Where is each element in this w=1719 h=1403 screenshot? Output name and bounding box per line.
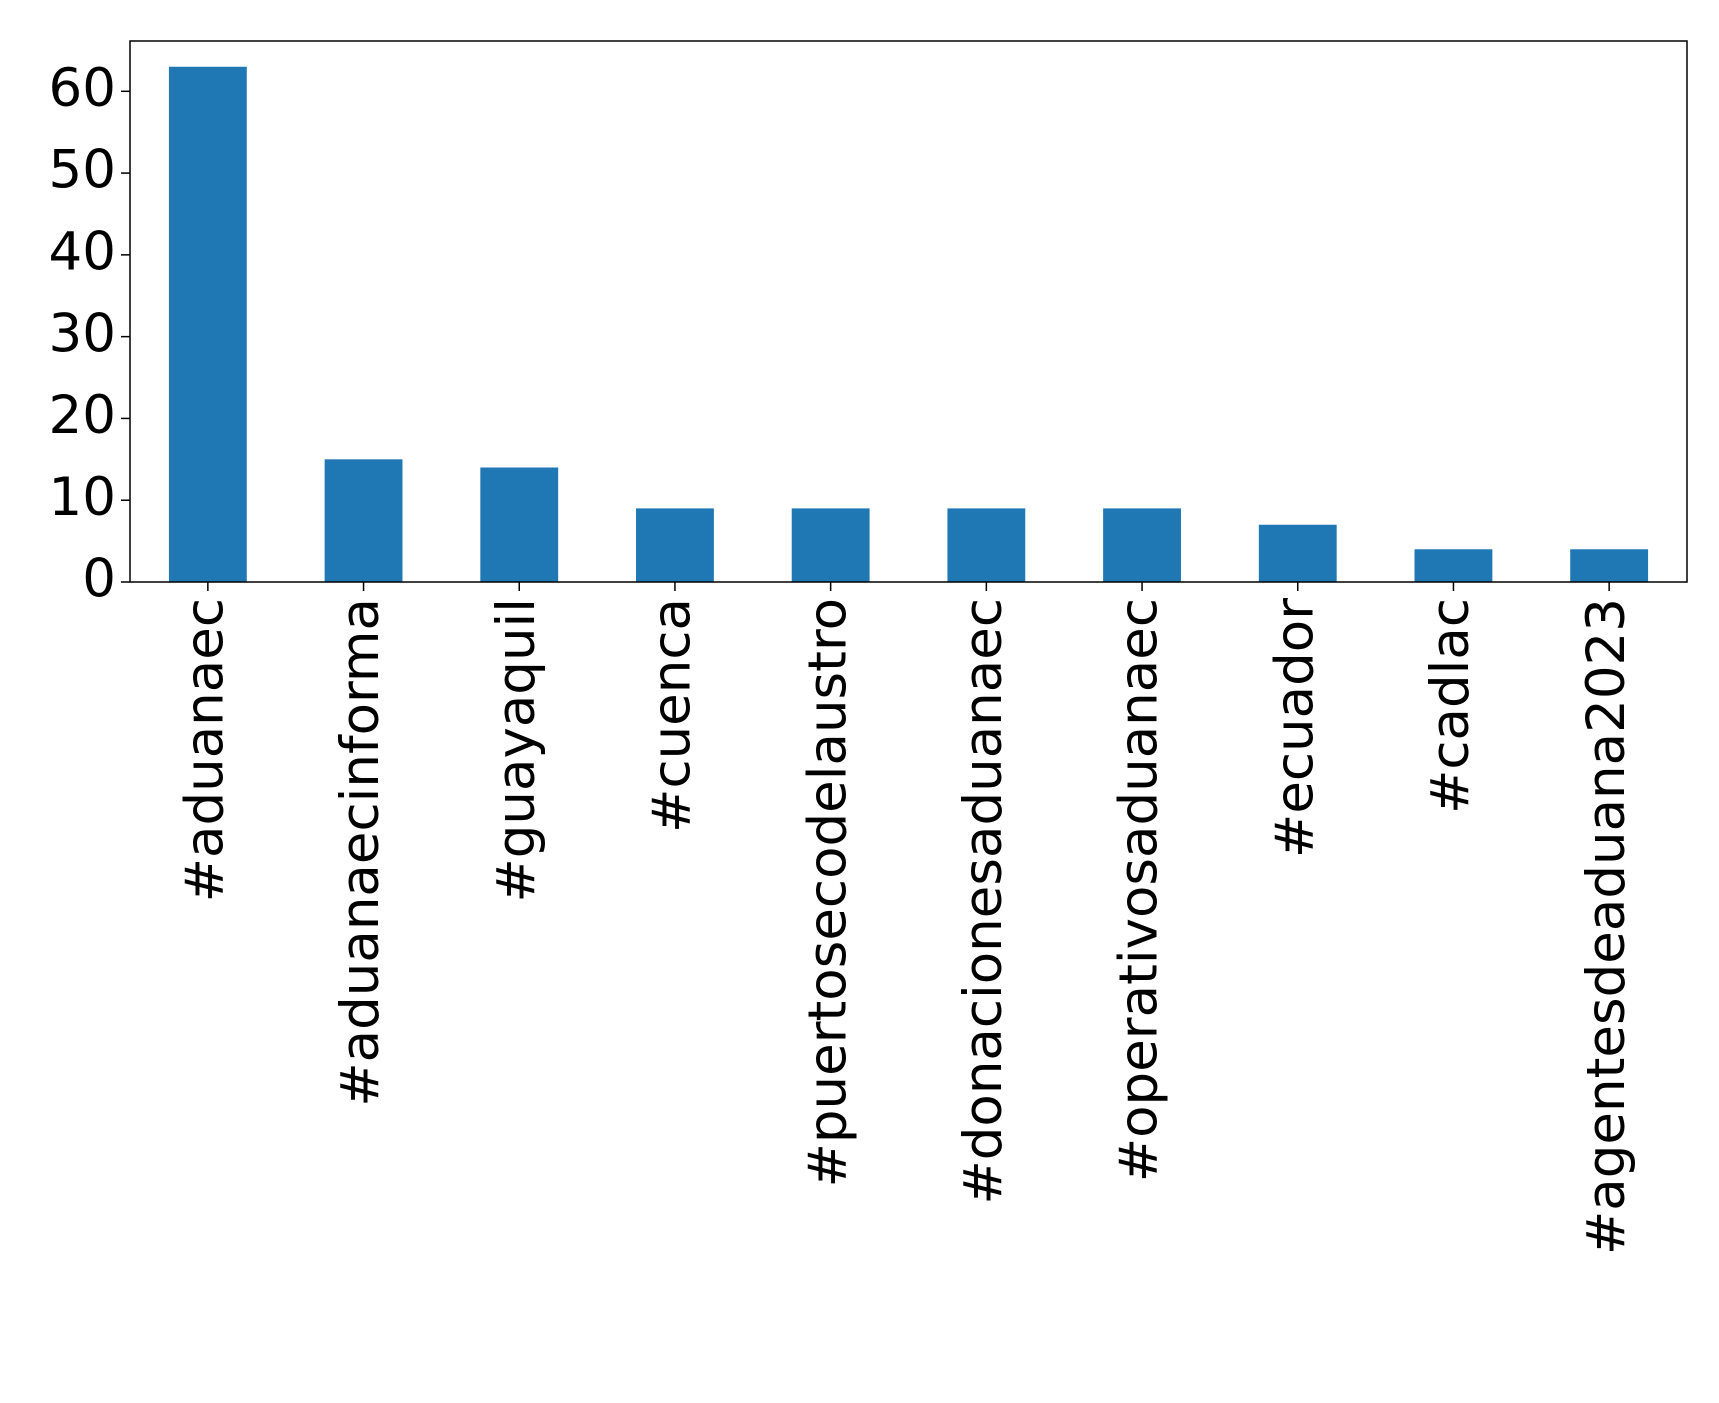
bar	[947, 508, 1026, 582]
y-tick-label: 20	[49, 385, 116, 446]
bar	[1570, 549, 1649, 582]
y-tick-label: 30	[49, 303, 116, 364]
x-tick-label: #agentesdeaduana2023	[1576, 598, 1637, 1255]
bar	[324, 459, 403, 582]
x-tick-label: #cuenca	[642, 598, 703, 833]
bar	[168, 66, 247, 582]
x-tick-label: #puertosecodelaustro	[797, 598, 858, 1188]
x-tick-label: #donacionesaduanaec	[953, 598, 1014, 1205]
x-tick-label: #operativosaduanaec	[1109, 598, 1170, 1182]
x-tick-label: #ecuador	[1264, 598, 1325, 858]
y-tick-label: 40	[49, 222, 116, 283]
x-tick-label: #aduanaec	[174, 598, 235, 902]
x-tick-label: #aduanaecinforma	[330, 598, 391, 1107]
bar	[791, 508, 870, 582]
x-tick-label: #cadlac	[1420, 598, 1481, 814]
x-tick-label: #guayaquil	[486, 598, 547, 903]
y-tick-label: 50	[49, 140, 116, 201]
bar	[480, 467, 559, 582]
bar	[1258, 524, 1337, 582]
bar	[636, 508, 714, 582]
y-tick-label: 0	[82, 549, 116, 610]
bar	[1414, 549, 1493, 582]
y-tick-label: 10	[49, 467, 116, 528]
y-tick-label: 60	[49, 58, 116, 119]
plot-frame	[129, 40, 1688, 583]
bar	[1103, 508, 1181, 582]
